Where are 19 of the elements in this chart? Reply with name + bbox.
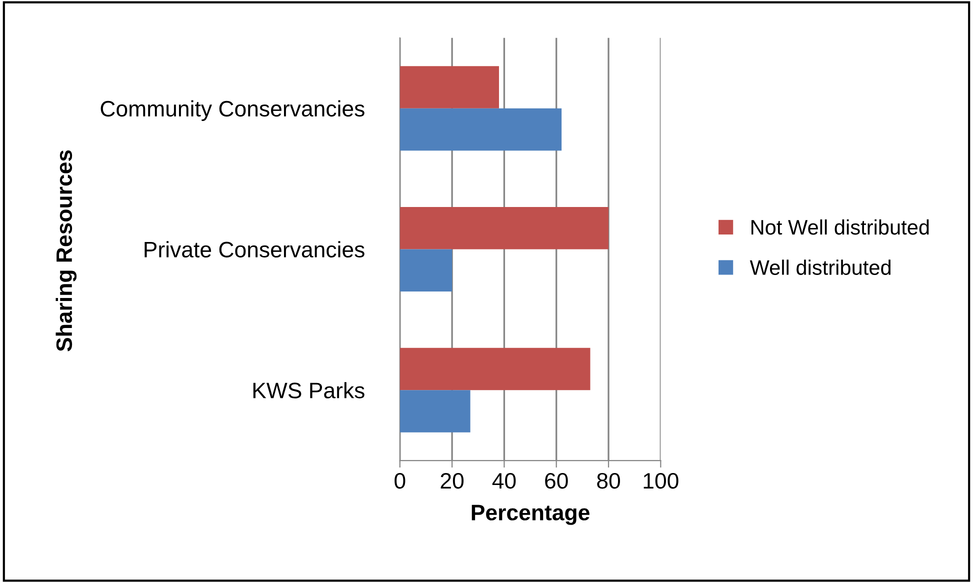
y-tick-label: KWS Parks xyxy=(253,382,364,398)
bar xyxy=(400,348,590,390)
x-tick-label: 100 xyxy=(644,472,678,489)
x-axis-title: Percentage xyxy=(472,504,590,525)
y-axis-title: Sharing Resources xyxy=(56,150,77,352)
x-tick-label: 60 xyxy=(545,472,568,489)
y-tick-label: Community Conservancies xyxy=(100,100,364,122)
x-tick-label: 40 xyxy=(492,472,516,489)
legend-label: Well distributed xyxy=(750,260,890,275)
x-tick-label: 20 xyxy=(440,472,464,489)
y-tick-label: Private Conservancies xyxy=(144,241,364,258)
x-tick-label: 0 xyxy=(394,472,406,489)
bar xyxy=(400,66,499,108)
legend-label: Not Well distributed xyxy=(751,219,929,235)
bar xyxy=(400,206,609,250)
bar xyxy=(400,108,562,151)
bar xyxy=(400,249,452,292)
x-tick-label: 80 xyxy=(597,472,620,489)
bar xyxy=(400,390,470,432)
